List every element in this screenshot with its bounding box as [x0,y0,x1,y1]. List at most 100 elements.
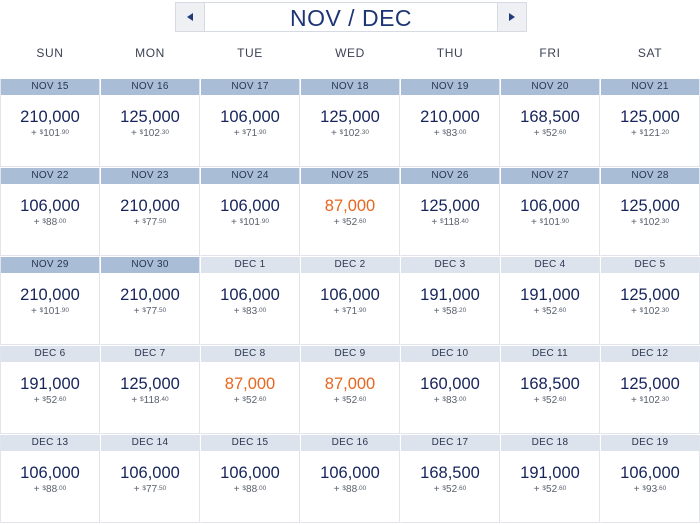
fare-day-cell[interactable]: NOV 28 125,000 + $102.30 [600,168,700,256]
fare-day-cell[interactable]: NOV 20 168,500 + $52.60 [500,79,600,167]
fee-dollars: 102 [143,128,160,139]
fare-day-cell[interactable]: DEC 6 191,000 + $52.60 [0,346,100,434]
taxes-fees: + $58.20 [401,306,499,318]
plus-sign: + [331,128,337,139]
day-of-week-label: THU [436,46,464,60]
calendar-week-row: NOV 22 106,000 + $88.00 NOV 23 210,000 + $77.… [0,167,700,256]
fare-day-cell[interactable]: NOV 25 87,000 + $52.60 [300,168,400,256]
date-label: DEC 12 [601,346,699,362]
fare-day-cell[interactable]: DEC 16 106,000 + $88.00 [300,435,400,523]
fare-day-cell[interactable]: DEC 19 106,000 + $93.60 [600,435,700,523]
date-label: DEC 10 [401,346,499,362]
currency-symbol: $ [339,129,344,136]
fare-day-cell[interactable]: NOV 19 210,000 + $83.00 [400,79,500,167]
fare-day-cell[interactable]: DEC 1 106,000 + $83.00 [200,257,300,345]
miles-price: 125,000 [620,375,680,393]
miles-price: 106,000 [120,464,180,482]
fee-cents: .00 [57,485,67,492]
taxes-fees: + $83.00 [201,306,299,318]
plus-sign: + [333,306,340,317]
date-label: DEC 6 [1,346,99,362]
currency-symbol: $ [642,485,647,492]
plus-sign: + [333,484,340,495]
fare-day-cell[interactable]: NOV 17 106,000 + $71.90 [200,79,300,167]
fee-dollars: 121 [643,128,660,139]
month-title: NOV / DEC [289,5,413,31]
taxes-fees: + $102.30 [301,128,399,140]
fee-dollars: 88 [346,484,358,495]
plus-sign: + [631,128,637,139]
fare-day-cell[interactable]: DEC 9 87,000 + $52.60 [300,346,400,434]
plus-sign: + [631,306,637,317]
fee-cents: .90 [59,129,69,136]
plus-sign: + [533,128,540,139]
plus-sign: + [633,484,640,495]
fare-day-cell[interactable]: DEC 12 125,000 + $102.30 [600,346,700,434]
fare-day-cell[interactable]: NOV 29 210,000 + $101.90 [0,257,100,345]
fare-day-cell[interactable]: DEC 8 87,000 + $52.60 [200,346,300,434]
currency-symbol: $ [542,396,547,403]
fare-day-cell[interactable]: DEC 17 168,500 + $52.60 [400,435,500,523]
plus-sign: + [433,395,440,406]
miles-price: 168,500 [520,375,580,393]
fee-cents: .00 [57,218,67,225]
fare-day-cell[interactable]: DEC 18 191,000 + $52.60 [500,435,600,523]
lowest-miles-price: 87,000 [324,375,376,393]
fee-cents: .90 [559,218,569,225]
date-label: NOV 24 [201,168,299,184]
fare-day-cell[interactable]: DEC 14 106,000 + $77.50 [100,435,200,523]
miles-price: 168,500 [420,464,480,482]
fee-dollars: 52 [546,395,558,406]
taxes-fees: + $93.60 [601,484,699,496]
fare-day-cell[interactable]: NOV 22 106,000 + $88.00 [0,168,100,256]
fare-day-cell[interactable]: DEC 13 106,000 + $88.00 [0,435,100,523]
taxes-fees: + $88.00 [1,484,99,496]
taxes-fees: + $52.60 [1,395,99,407]
fare-day-cell[interactable]: NOV 15 210,000 + $101.90 [0,79,100,167]
fare-day-cell[interactable]: DEC 4 191,000 + $52.60 [500,257,600,345]
plus-sign: + [333,217,340,228]
fare-day-cell[interactable]: DEC 11 168,500 + $52.60 [500,346,600,434]
date-label: DEC 9 [301,346,399,362]
fare-day-cell[interactable]: DEC 15 106,000 + $88.00 [200,435,300,523]
date-label: NOV 29 [1,257,99,273]
taxes-fees: + $83.00 [401,128,499,140]
date-label: NOV 22 [1,168,99,184]
fee-dollars: 52 [546,128,558,139]
fee-cents: .30 [659,396,669,403]
fare-day-cell[interactable]: NOV 18 125,000 + $102.30 [300,79,400,167]
date-label: NOV 19 [401,79,499,95]
fee-cents: .60 [557,485,567,492]
taxes-fees: + $77.50 [101,484,199,496]
fare-day-cell[interactable]: NOV 27 106,000 + $101.90 [500,168,600,256]
fare-day-cell[interactable]: DEC 7 125,000 + $118.40 [100,346,200,434]
fare-day-cell[interactable]: DEC 5 125,000 + $102.30 [600,257,700,345]
currency-symbol: $ [142,218,147,225]
fare-day-cell[interactable]: NOV 16 125,000 + $102.30 [100,79,200,167]
taxes-fees: + $101.90 [201,217,299,229]
prev-month-button[interactable] [176,3,205,31]
next-month-button[interactable] [497,3,526,31]
date-label: NOV 26 [401,168,499,184]
plus-sign: + [33,217,40,228]
triangle-left-icon [187,13,193,21]
fare-day-cell[interactable]: NOV 24 106,000 + $101.90 [200,168,300,256]
fare-day-cell[interactable]: DEC 3 191,000 + $58.20 [400,257,500,345]
fee-cents: .30 [359,129,369,136]
day-of-week-label: MON [135,46,165,60]
taxes-fees: + $121.20 [601,128,699,140]
date-label: DEC 3 [401,257,499,273]
plus-sign: + [631,395,637,406]
fee-dollars: 102 [643,217,660,228]
fare-day-cell[interactable]: NOV 23 210,000 + $77.50 [100,168,200,256]
fare-day-cell[interactable]: NOV 30 210,000 + $77.50 [100,257,200,345]
fare-day-cell[interactable]: NOV 21 125,000 + $121.20 [600,79,700,167]
fare-day-cell[interactable]: DEC 2 106,000 + $71.90 [300,257,400,345]
fare-day-cell[interactable]: NOV 26 125,000 + $118.40 [400,168,500,256]
currency-symbol: $ [442,485,447,492]
fare-day-cell[interactable]: DEC 10 160,000 + $83.00 [400,346,500,434]
miles-price: 210,000 [420,108,480,126]
taxes-fees: + $52.60 [201,395,299,407]
date-label: NOV 20 [501,79,599,95]
plus-sign: + [233,306,240,317]
